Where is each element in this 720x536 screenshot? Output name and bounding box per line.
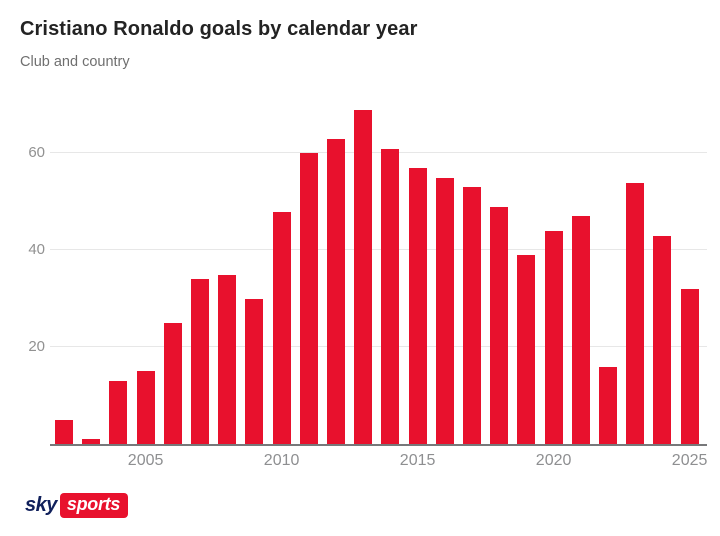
bar-2019 xyxy=(517,255,536,444)
x-axis-tick-2020: 2020 xyxy=(535,452,572,469)
page-title: Cristiano Ronaldo goals by calendar year xyxy=(20,18,418,40)
sports-logo-badge: sports xyxy=(59,493,129,518)
sports-logo-text: sports xyxy=(66,494,121,514)
bar-2008 xyxy=(218,274,237,444)
bar-2013 xyxy=(354,109,373,444)
bar-2006 xyxy=(163,322,182,444)
bar-2017 xyxy=(463,187,481,444)
bar-2016 xyxy=(435,177,454,444)
bar-2010 xyxy=(272,211,291,444)
bar-2020 xyxy=(544,230,563,444)
goals-bar-chart-plot-area xyxy=(50,105,707,446)
bar-2024 xyxy=(653,235,672,444)
bar-2018 xyxy=(490,206,509,444)
bar-2004 xyxy=(109,381,128,444)
y-axis-tick-20: 20 xyxy=(28,338,45,356)
x-axis-tick-2025: 2025 xyxy=(671,452,708,469)
bar-2014 xyxy=(381,148,400,444)
bar-2009 xyxy=(245,298,264,444)
x-axis-tick-2015: 2015 xyxy=(399,452,436,469)
x-axis-tick-2010: 2010 xyxy=(263,452,300,469)
sky-sports-logo: sky sports xyxy=(25,493,129,518)
gridline-40 xyxy=(50,249,707,251)
y-axis-tick-40: 40 xyxy=(28,241,45,259)
gridline-20 xyxy=(50,346,707,348)
sky-logo-text: sky xyxy=(25,494,57,516)
bar-2011 xyxy=(299,153,318,444)
bar-2012 xyxy=(327,138,345,444)
x-axis-tick-2005: 2005 xyxy=(127,452,164,469)
bar-2023 xyxy=(626,182,645,444)
bar-2022 xyxy=(599,366,617,444)
bar-2025 xyxy=(680,289,699,444)
bar-2003 xyxy=(82,439,101,444)
bar-2015 xyxy=(408,167,427,444)
bar-2002 xyxy=(55,419,73,444)
bar-2005 xyxy=(136,371,155,444)
bar-2007 xyxy=(191,279,209,444)
gridline-60 xyxy=(50,152,707,154)
bar-2021 xyxy=(571,216,590,444)
y-axis-tick-60: 60 xyxy=(28,144,45,162)
chart-subtitle: Club and country xyxy=(20,54,130,70)
